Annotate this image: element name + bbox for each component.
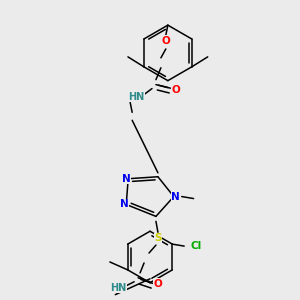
Text: Cl: Cl: [190, 241, 202, 251]
Text: N: N: [122, 174, 130, 184]
Text: N: N: [171, 192, 180, 202]
Text: S: S: [154, 233, 162, 243]
Text: HN: HN: [128, 92, 144, 101]
Text: HN: HN: [110, 283, 126, 293]
Text: O: O: [161, 36, 170, 46]
Text: O: O: [171, 85, 180, 94]
Text: N: N: [120, 200, 129, 209]
Text: O: O: [154, 279, 162, 289]
